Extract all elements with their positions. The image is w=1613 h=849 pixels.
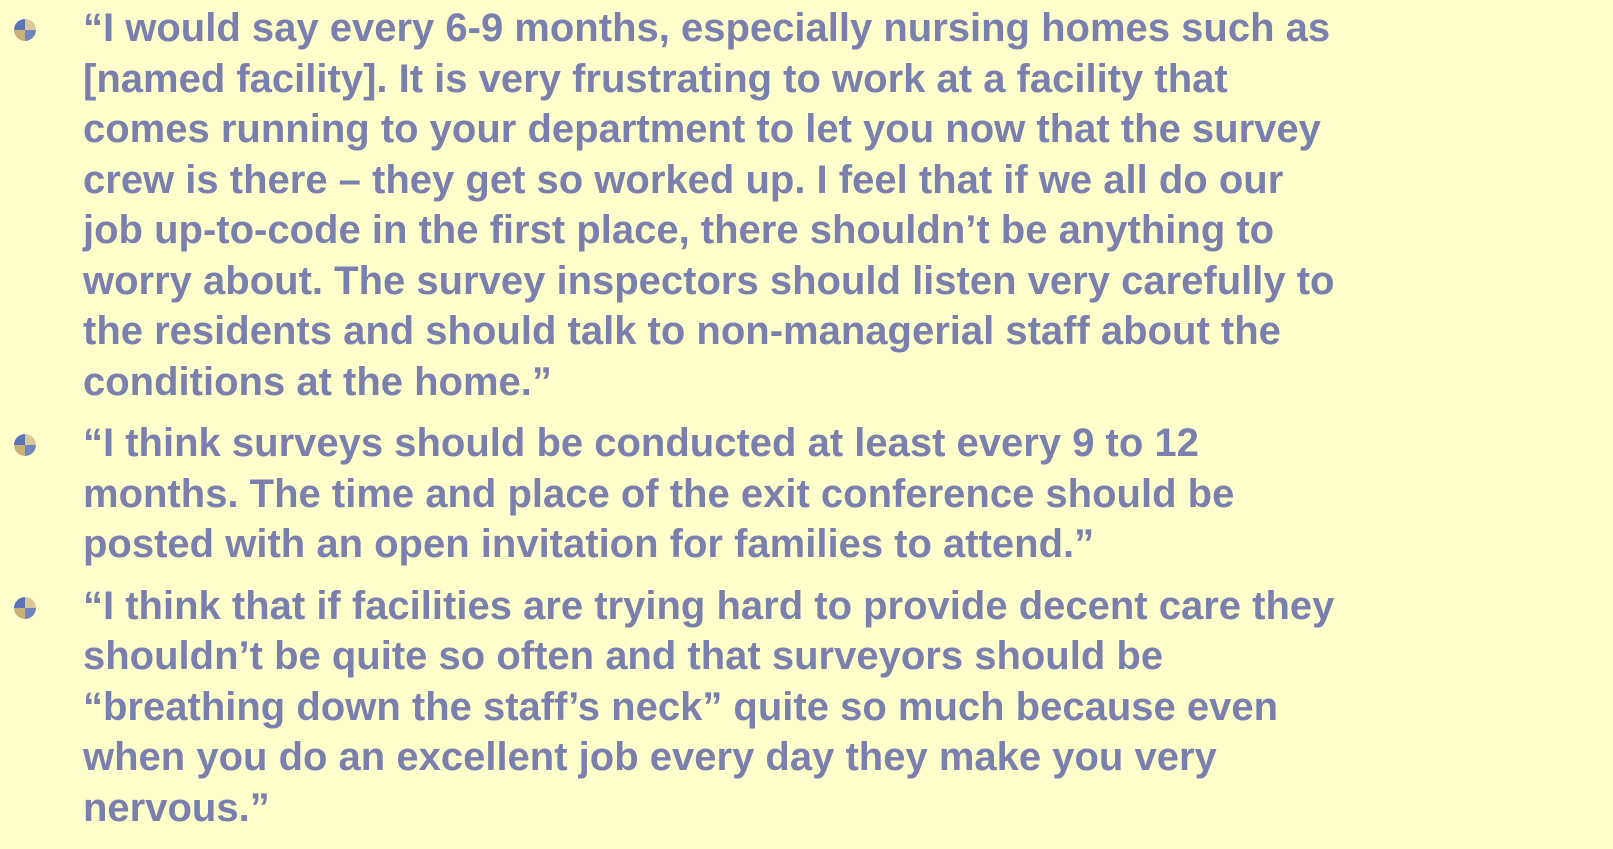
bullet-segment <box>25 434 36 445</box>
bullet-segment <box>25 596 36 608</box>
text-line: nervous.” <box>83 785 270 830</box>
bullet-icon <box>14 596 36 619</box>
bullet-item: “I think that if facilities are trying h… <box>0 581 1334 834</box>
bullet-item: “I would say every 6-9 months, especiall… <box>0 3 1334 407</box>
text-line: “I think surveys should be conducted at … <box>83 421 1199 465</box>
bullet-segment <box>25 445 36 456</box>
text-line: comes running to your department to let … <box>83 107 1321 151</box>
text-line: “I would say every 6-9 months, especiall… <box>83 6 1331 50</box>
bullet-icon <box>14 19 36 41</box>
text-line: posted with an open invitation for famil… <box>83 522 1095 566</box>
bullet-list: “I would say every 6-9 months, especiall… <box>0 3 1334 844</box>
text-line: [named facility]. It is very frustrating… <box>83 56 1228 101</box>
bullet-segment <box>14 607 25 619</box>
bullet-segment <box>14 445 25 456</box>
text-line: worry about. The survey inspectors shoul… <box>83 258 1335 303</box>
bullet-segment <box>14 19 25 30</box>
bullet-item: “I think surveys should be conducted at … <box>0 418 1334 570</box>
text-line: “breathing down the staff’s neck” quite … <box>83 684 1279 729</box>
text-line: “I think that if facilities are trying h… <box>83 583 1335 628</box>
text-line: when you do an excellent job every day t… <box>83 735 1217 779</box>
text-line: months. The time and place of the exit c… <box>83 471 1235 516</box>
bullet-icon <box>14 434 36 456</box>
bullet-segment <box>14 596 25 608</box>
text-line: shouldn’t be quite so often and that sur… <box>83 634 1164 678</box>
text-line: conditions at the home.” <box>83 359 552 404</box>
text-line: the residents and should talk to non-man… <box>83 309 1281 353</box>
bullet-segment <box>14 30 25 41</box>
text-line: crew is there – they get so worked up. I… <box>83 157 1284 202</box>
bullet-segment <box>25 607 36 619</box>
bullet-segment <box>14 434 25 445</box>
bullet-segment <box>25 19 36 30</box>
text-line: job up-to-code in the first place, there… <box>83 208 1275 252</box>
bullet-segment <box>25 30 36 41</box>
